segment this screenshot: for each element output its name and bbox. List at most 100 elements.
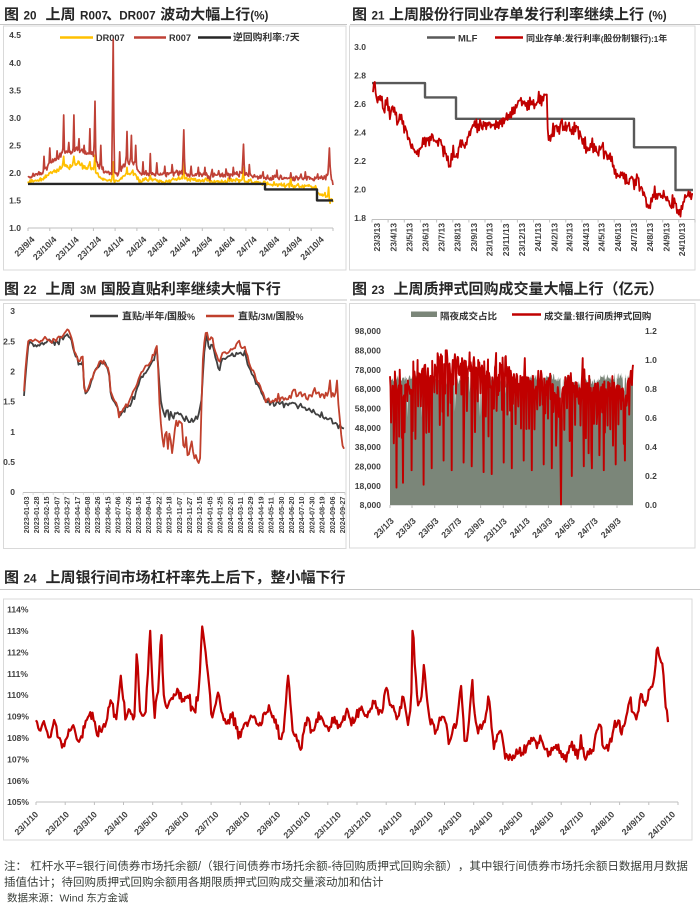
svg-text:2024-03-11: 2024-03-11 — [237, 497, 245, 533]
svg-text:114%: 114% — [7, 605, 29, 615]
svg-text:4.5: 4.5 — [9, 30, 21, 40]
svg-text:DR007: DR007 — [96, 33, 125, 43]
svg-text:0: 0 — [10, 487, 15, 497]
svg-text:2024-07-30: 2024-07-30 — [308, 497, 316, 534]
svg-text:2.5: 2.5 — [9, 141, 21, 151]
svg-text:2023-07-06: 2023-07-06 — [115, 497, 123, 534]
svg-text:/3M/: /3M/ — [258, 312, 276, 322]
svg-text:2023-09-22: 2023-09-22 — [155, 497, 163, 534]
svg-text:24/8/13: 24/8/13 — [645, 223, 655, 252]
svg-text:2023-03-07: 2023-03-07 — [53, 497, 61, 534]
svg-text:2.2: 2.2 — [354, 156, 366, 166]
svg-text:23/8/13: 23/8/13 — [453, 223, 463, 252]
svg-text:24: 24 — [24, 573, 38, 586]
svg-text:2.8: 2.8 — [354, 71, 366, 81]
svg-text:24/2/13: 24/2/13 — [549, 223, 559, 252]
svg-text:R007: R007 — [169, 33, 191, 43]
svg-text:1: 1 — [10, 427, 15, 437]
svg-text:1.5: 1.5 — [9, 196, 21, 206]
svg-text:2024-09-06: 2024-09-06 — [329, 497, 337, 534]
svg-text:/: / — [142, 312, 145, 322]
svg-text:24/5/13: 24/5/13 — [597, 223, 607, 252]
svg-text:2024-01-25: 2024-01-25 — [217, 497, 225, 534]
svg-text:23/10/13: 23/10/13 — [485, 223, 495, 257]
svg-text:2023-06-15: 2023-06-15 — [104, 497, 112, 534]
svg-text:2.4: 2.4 — [354, 128, 366, 138]
svg-text:2: 2 — [10, 367, 15, 377]
svg-text:2023-09-04: 2023-09-04 — [145, 497, 153, 534]
svg-text:110%: 110% — [7, 690, 29, 700]
svg-text:3.5: 3.5 — [9, 85, 21, 95]
svg-text:0.2: 0.2 — [645, 471, 657, 481]
svg-text:2.0: 2.0 — [9, 168, 21, 178]
svg-text:88,000: 88,000 — [355, 346, 381, 356]
svg-text:0.0: 0.0 — [645, 500, 657, 510]
svg-text:MLF: MLF — [458, 34, 478, 45]
svg-text:38,000: 38,000 — [355, 442, 381, 452]
svg-text:18,000: 18,000 — [355, 481, 381, 491]
svg-text::: : — [573, 312, 576, 322]
svg-text:2.6: 2.6 — [354, 99, 366, 109]
svg-text:2023-05-26: 2023-05-26 — [94, 497, 102, 534]
svg-text:23/7/13: 23/7/13 — [436, 223, 446, 252]
svg-text:21: 21 — [372, 10, 386, 23]
svg-text:2024-05-30: 2024-05-30 — [278, 497, 286, 534]
svg-text:24/4/13: 24/4/13 — [581, 223, 591, 252]
svg-text:0.8: 0.8 — [645, 384, 657, 394]
svg-text:2.5: 2.5 — [3, 336, 15, 346]
svg-text:48,000: 48,000 — [355, 423, 381, 433]
svg-text:2023-08-15: 2023-08-15 — [135, 497, 143, 534]
svg-text:2024-05-11: 2024-05-11 — [268, 497, 276, 533]
svg-text:106%: 106% — [7, 776, 29, 786]
svg-text:23/9/13: 23/9/13 — [469, 223, 479, 252]
svg-text:1.5: 1.5 — [3, 397, 15, 407]
svg-text:3M: 3M — [80, 284, 96, 297]
svg-text:1.0: 1.0 — [9, 223, 21, 233]
svg-text:8,000: 8,000 — [360, 500, 382, 510]
svg-text:(%): (%) — [250, 10, 268, 23]
svg-text:%: % — [187, 312, 195, 322]
svg-text:):1: ):1 — [648, 35, 658, 44]
svg-text:98,000: 98,000 — [355, 326, 381, 336]
svg-text:%: % — [296, 312, 304, 322]
svg-text:111%: 111% — [7, 669, 28, 679]
svg-text:24/7/13: 24/7/13 — [629, 223, 639, 252]
svg-text:78,000: 78,000 — [355, 365, 381, 375]
svg-text:107%: 107% — [7, 754, 29, 764]
svg-text:1.2: 1.2 — [645, 326, 657, 336]
svg-text:(: ( — [601, 35, 604, 44]
svg-text:Wind: Wind — [60, 893, 84, 905]
svg-text:2023-02-15: 2023-02-15 — [43, 497, 51, 534]
svg-text::7: :7 — [282, 33, 290, 43]
svg-text:/: / — [165, 312, 168, 322]
svg-text:109%: 109% — [7, 712, 29, 722]
svg-text:3: 3 — [10, 306, 15, 316]
svg-text:2023-10-18: 2023-10-18 — [166, 497, 174, 534]
svg-text:0.4: 0.4 — [645, 442, 657, 452]
svg-text:24/9/13: 24/9/13 — [661, 223, 671, 252]
svg-text:23: 23 — [372, 284, 386, 297]
svg-text:23/5/13: 23/5/13 — [404, 223, 414, 252]
svg-text:1.8: 1.8 — [354, 213, 366, 223]
svg-text:23/12/13: 23/12/13 — [517, 223, 527, 257]
svg-text:0.5: 0.5 — [3, 457, 15, 467]
svg-text:2023-03-27: 2023-03-27 — [64, 497, 72, 534]
svg-text:2023-11-07: 2023-11-07 — [176, 497, 184, 533]
svg-text:113%: 113% — [7, 626, 29, 636]
svg-text:4.0: 4.0 — [9, 58, 21, 68]
svg-text:2023-11-27: 2023-11-27 — [186, 497, 194, 533]
svg-text:2023-07-26: 2023-07-26 — [125, 497, 133, 534]
svg-text:68,000: 68,000 — [355, 384, 381, 394]
svg-text:24/10/13: 24/10/13 — [677, 223, 687, 257]
svg-text:28,000: 28,000 — [355, 462, 381, 472]
svg-text:R007: R007 — [80, 10, 108, 23]
svg-text:24/1/13: 24/1/13 — [533, 223, 543, 252]
svg-text:2023-05-08: 2023-05-08 — [84, 497, 92, 534]
svg-text:2023-01-28: 2023-01-28 — [33, 497, 41, 534]
svg-text:108%: 108% — [7, 733, 29, 743]
svg-text:(%): (%) — [649, 10, 667, 23]
svg-text:2024-02-20: 2024-02-20 — [227, 497, 235, 534]
svg-text:2024-01-05: 2024-01-05 — [206, 497, 214, 534]
svg-text:DR007: DR007 — [119, 10, 155, 23]
svg-text:/: / — [198, 861, 202, 873]
